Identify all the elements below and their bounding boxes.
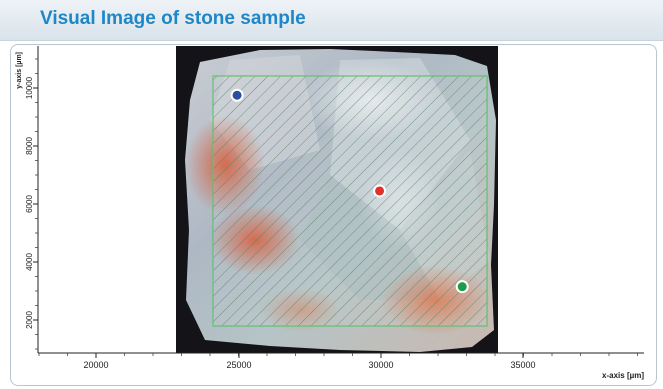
panel-title: Visual Image of stone sample [40, 8, 306, 29]
panel-header: Visual Image of stone sample [0, 0, 663, 41]
x-axis-label: x-axis [µm] [602, 371, 644, 380]
measurement-region-tint [213, 76, 487, 326]
x-tick-label: 35000 [510, 360, 535, 370]
y-tick-label: 4000 [25, 253, 34, 271]
y-axis-label: y-axis [µm] [16, 52, 23, 89]
y-tick-label: 10000 [25, 76, 34, 99]
marker-blue[interactable] [230, 88, 244, 102]
marker-green[interactable] [455, 280, 469, 294]
y-tick-label: 2000 [25, 311, 34, 329]
x-tick-label: 25000 [226, 360, 251, 370]
measurement-region[interactable] [212, 75, 488, 327]
marker-red[interactable] [373, 184, 387, 198]
x-tick-labels: 20000 25000 30000 35000 [83, 360, 535, 370]
x-tick-label: 20000 [83, 360, 108, 370]
y-tick-label: 8000 [25, 137, 34, 155]
y-tick-label: 6000 [25, 195, 34, 213]
measurement-markers[interactable] [230, 88, 469, 294]
y-tick-labels: 2000 4000 6000 8000 10000 [25, 76, 34, 329]
x-tick-label: 30000 [368, 360, 393, 370]
